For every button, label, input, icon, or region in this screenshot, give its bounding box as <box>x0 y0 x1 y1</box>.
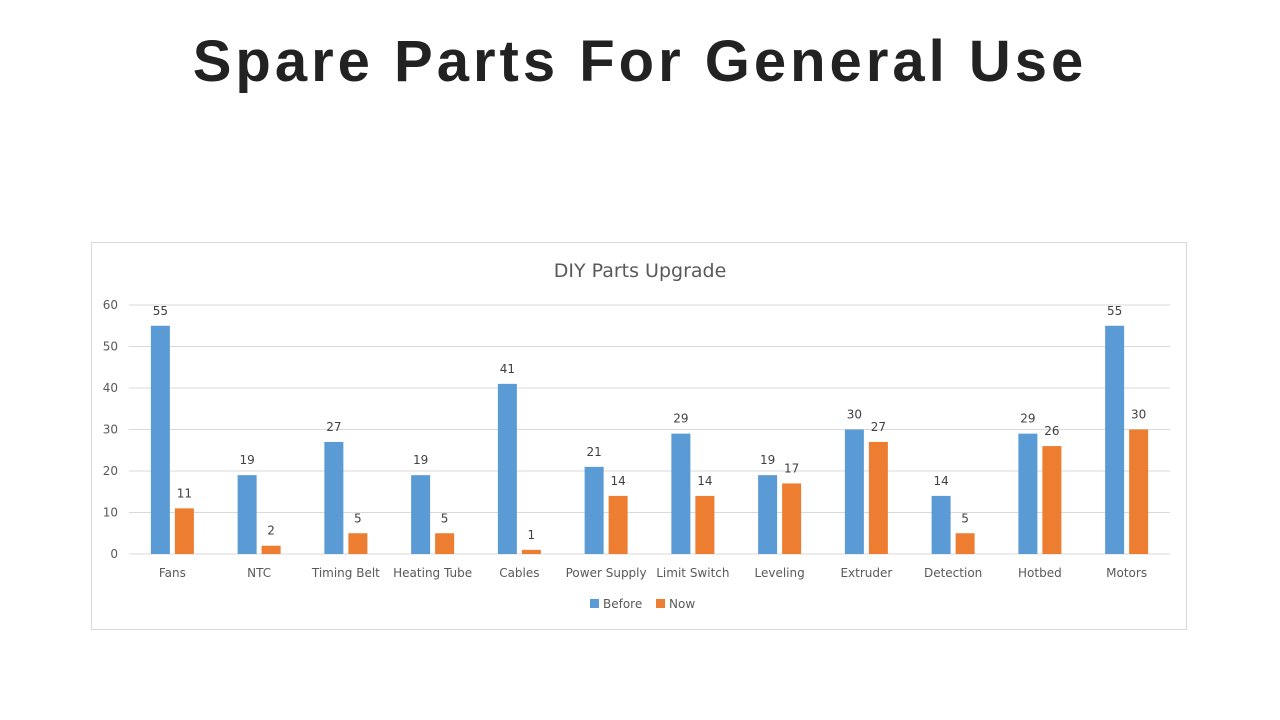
bar-now-ntc <box>261 545 281 554</box>
data-label: 19 <box>760 453 775 467</box>
legend-swatch-now <box>656 599 665 608</box>
legend-swatch-before <box>590 599 599 608</box>
chart-title: DIY Parts Upgrade <box>554 260 727 282</box>
bar-now-power-supply <box>608 495 628 554</box>
gridlines <box>129 304 1170 555</box>
bar-now-detection <box>955 533 975 554</box>
bar-now-motors <box>1129 429 1149 554</box>
x-tick-label: Extruder <box>840 566 892 580</box>
x-tick-label: Timing Belt <box>311 566 380 580</box>
bar-before-ntc <box>237 475 257 554</box>
x-tick-label: NTC <box>247 566 271 580</box>
data-label: 5 <box>961 511 969 525</box>
legend: Before Now <box>590 597 695 611</box>
bar-now-hotbed <box>1042 446 1062 554</box>
data-label: 30 <box>847 408 862 422</box>
x-tick-label: Power Supply <box>566 566 647 580</box>
data-label: 26 <box>1044 424 1059 438</box>
legend-label-now: Now <box>669 597 695 611</box>
x-tick-label: Limit Switch <box>656 566 729 580</box>
bar-before-detection <box>931 495 951 554</box>
bar-now-fans <box>174 508 194 554</box>
y-tick-label: 40 <box>103 381 118 395</box>
bar-now-extruder <box>868 441 888 554</box>
bar-now-limit-switch <box>695 495 715 554</box>
bars <box>150 325 1149 554</box>
bar-before-power-supply <box>584 466 604 554</box>
x-tick-label: Motors <box>1106 566 1147 580</box>
chart-frame: DIY Parts Upgrade 0 10 20 30 40 50 60 55 11 19 2 2… <box>91 242 1187 630</box>
bar-now-cables <box>521 549 541 554</box>
y-tick-label: 0 <box>110 547 118 561</box>
data-label: 27 <box>871 420 886 434</box>
data-label: 41 <box>500 362 515 376</box>
data-label: 2 <box>267 524 275 538</box>
data-label: 29 <box>1020 412 1035 426</box>
data-label: 17 <box>784 461 799 475</box>
bar-before-fans <box>150 325 170 554</box>
data-label: 14 <box>933 474 948 488</box>
data-label: 27 <box>326 420 341 434</box>
bar-before-cables <box>497 383 517 554</box>
x-tick-label: Hotbed <box>1018 566 1062 580</box>
y-axis-ticks: 0 10 20 30 40 50 60 <box>103 298 118 561</box>
bar-before-heating-tube <box>411 475 431 554</box>
bar-before-motors <box>1105 325 1125 554</box>
slide-title: Spare Parts For General Use <box>192 29 1088 94</box>
data-label: 29 <box>673 412 688 426</box>
x-tick-label: Detection <box>924 566 982 580</box>
y-tick-label: 50 <box>103 340 118 354</box>
x-tick-label: Heating Tube <box>393 566 472 580</box>
x-tick-label: Cables <box>499 566 539 580</box>
y-tick-label: 20 <box>103 464 118 478</box>
data-label: 11 <box>177 486 192 500</box>
y-tick-label: 10 <box>103 506 118 520</box>
data-label: 14 <box>610 474 625 488</box>
data-label: 55 <box>1107 304 1122 318</box>
data-label: 1 <box>528 528 536 542</box>
bar-before-extruder <box>844 429 864 554</box>
data-label: 5 <box>441 511 449 525</box>
bar-now-leveling <box>782 483 802 554</box>
bar-before-hotbed <box>1018 433 1038 554</box>
bar-before-leveling <box>758 475 778 554</box>
data-label: 55 <box>153 304 168 318</box>
x-axis-ticks: Fans NTC Timing Belt Heating Tube Cables Powe… <box>159 566 1147 580</box>
data-label: 30 <box>1131 408 1146 422</box>
data-label: 5 <box>354 511 362 525</box>
data-label: 19 <box>239 453 254 467</box>
bar-now-heating-tube <box>435 533 455 554</box>
x-tick-label: Leveling <box>755 566 805 580</box>
x-tick-label: Fans <box>159 566 186 580</box>
bar-now-timing-belt <box>348 533 368 554</box>
data-label: 21 <box>586 445 601 459</box>
data-labels: 55 11 19 2 27 5 19 5 41 1 21 14 29 14 19 17 30 27 14 5 29 26 5… <box>153 304 1147 542</box>
bar-before-timing-belt <box>324 441 344 554</box>
y-tick-label: 30 <box>103 423 118 437</box>
data-label: 14 <box>697 474 712 488</box>
data-label: 19 <box>413 453 428 467</box>
y-tick-label: 60 <box>103 298 118 312</box>
legend-label-before: Before <box>603 597 642 611</box>
bar-before-limit-switch <box>671 433 691 554</box>
